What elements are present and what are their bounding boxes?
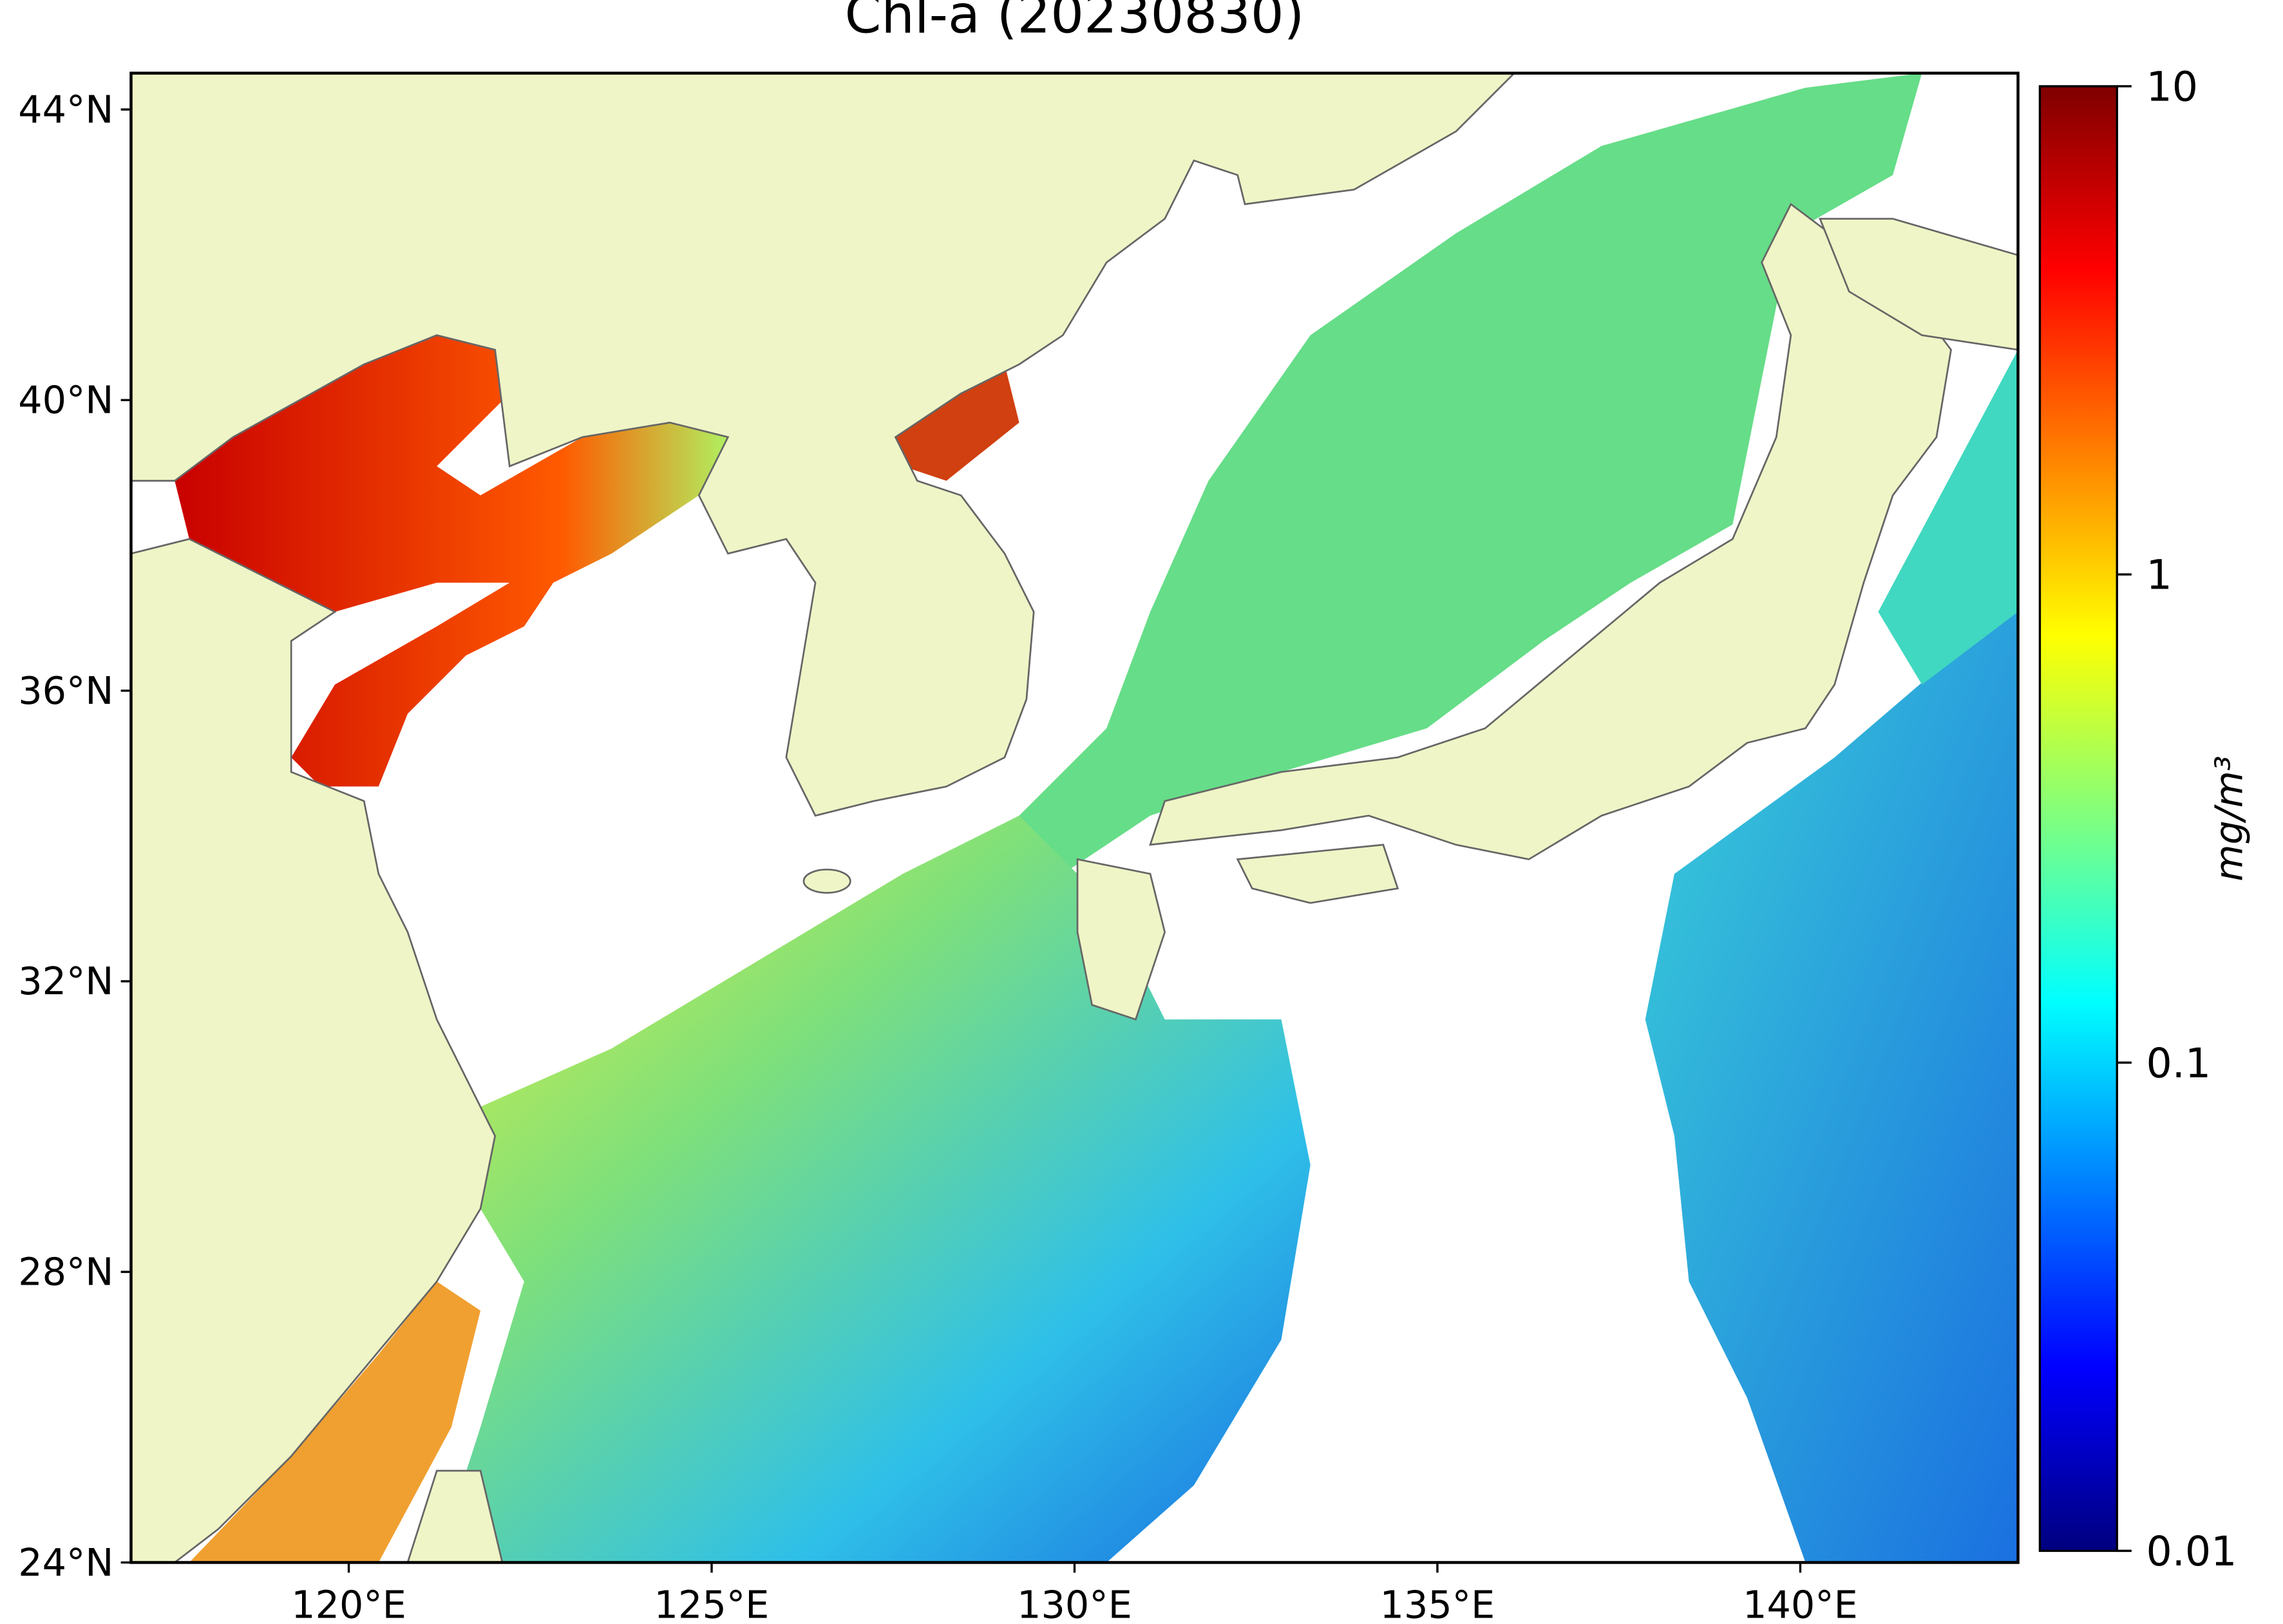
mainland xyxy=(131,73,1516,1563)
colorbar-tick-label: 1 xyxy=(2146,551,2172,599)
x-tick-label: 135°E xyxy=(1380,1582,1495,1624)
coastal-chl xyxy=(189,1281,481,1563)
y-tick-label: 28°N xyxy=(18,1250,113,1294)
sea-of-japan-chl xyxy=(961,73,1922,932)
colorbar-label: mg/m³ xyxy=(2207,756,2251,882)
colorbar-tick-label: 0.01 xyxy=(2146,1527,2237,1575)
pacific-chl xyxy=(1645,612,2018,1563)
map-area xyxy=(131,73,2018,1563)
x-tick-label: 120°E xyxy=(291,1582,406,1624)
y-tick-label: 32°N xyxy=(18,959,113,1003)
korea-bay-chl xyxy=(888,364,1019,481)
jeju xyxy=(802,868,851,894)
x-tick-label: 140°E xyxy=(1743,1582,1858,1624)
honshu xyxy=(1149,203,1952,860)
colorbar-frame xyxy=(2038,85,2118,1553)
y-tick-label: 36°N xyxy=(18,668,113,713)
taiwan xyxy=(406,1469,504,1563)
y-tick-label: 44°N xyxy=(18,87,113,131)
hokkaido xyxy=(1819,218,2018,351)
bohai-chl xyxy=(175,335,728,787)
shikoku xyxy=(1236,844,1399,904)
kyushu xyxy=(1076,858,1166,1021)
y-tick-label: 40°N xyxy=(18,378,113,422)
colorbar-tick-label: 0.1 xyxy=(2146,1039,2211,1087)
x-tick-label: 130°E xyxy=(1017,1582,1132,1624)
pacific-north-chl xyxy=(1878,350,2018,685)
x-tick-label: 125°E xyxy=(654,1582,770,1624)
y-tick-label: 24°N xyxy=(18,1540,113,1585)
colorbar xyxy=(2040,86,2117,1551)
title: Chl-a (20230830) xyxy=(845,0,1305,45)
colorbar-tick-label: 10 xyxy=(2146,63,2198,111)
